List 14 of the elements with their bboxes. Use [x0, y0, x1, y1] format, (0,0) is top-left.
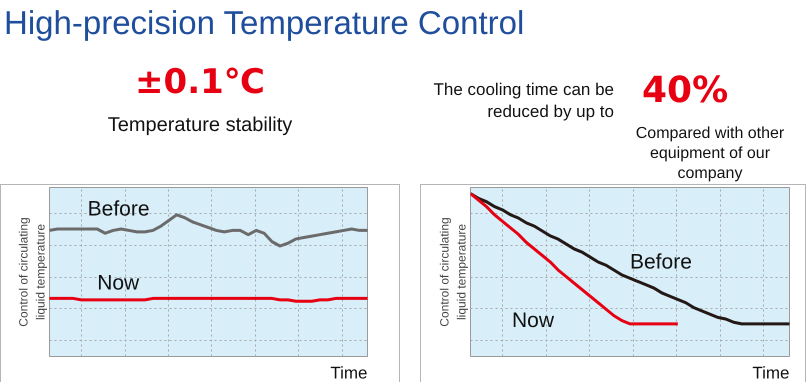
text: Temperature stability — [106, 114, 294, 137]
y-axis-title: Control of circulating liquid temperature — [438, 217, 468, 327]
y-axis-title: Control of circulating liquid temperature — [16, 217, 48, 327]
series-label: Before — [88, 198, 150, 221]
x-axis-title: Time — [752, 364, 790, 382]
series-label: Before — [630, 250, 692, 274]
text: Compared with other equipment of our company — [634, 124, 786, 184]
series-label: Now — [97, 271, 140, 294]
text: ±0.1℃ — [134, 62, 266, 102]
text: 40% — [642, 70, 728, 111]
series-label: Now — [512, 308, 555, 332]
text: The cooling time can be reduced by up to — [432, 79, 614, 123]
x-axis-title: Time — [330, 364, 368, 382]
chart-title: High-precision Temperature Control — [4, 4, 524, 42]
